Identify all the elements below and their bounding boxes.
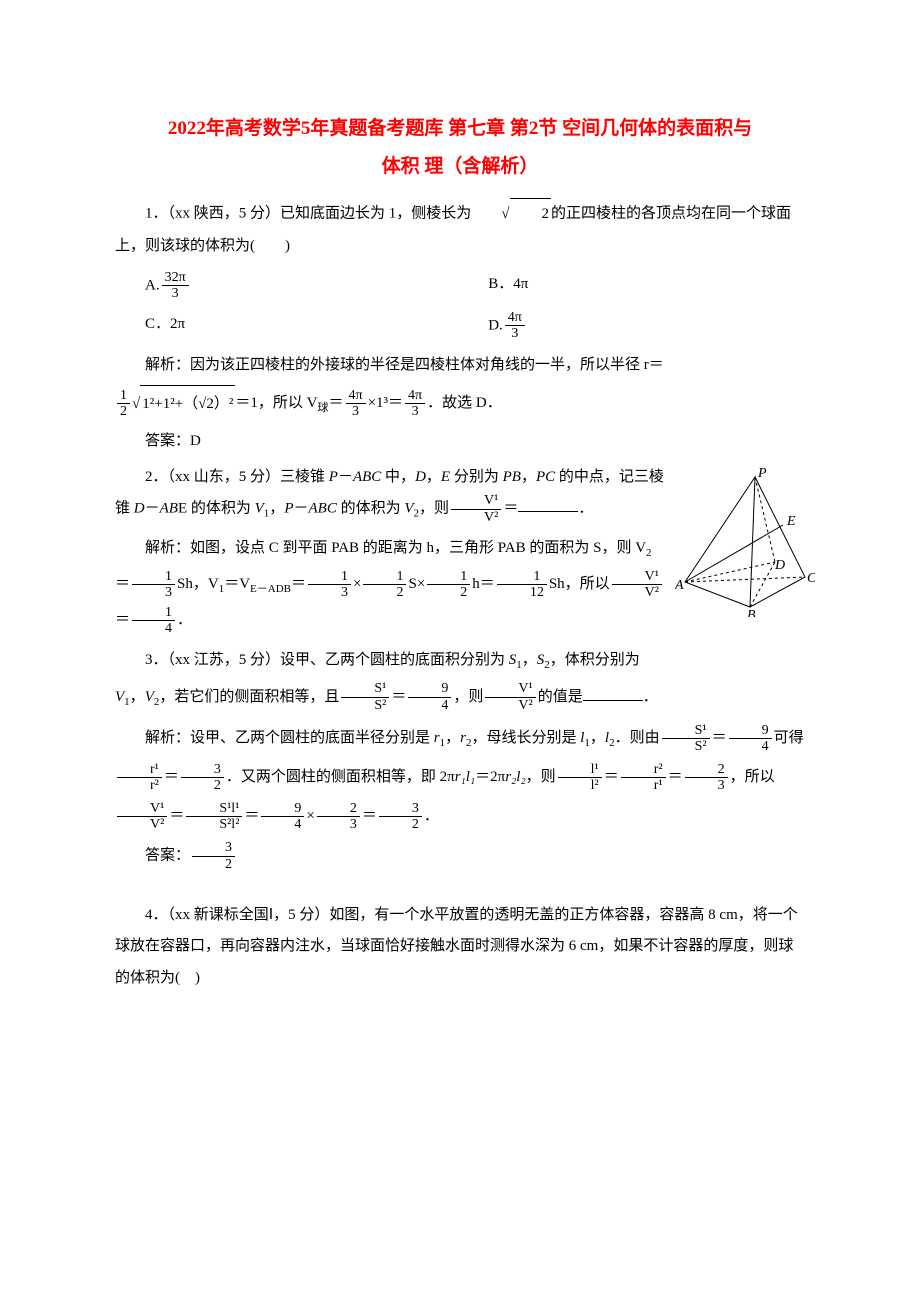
q1-eq3: ×1³＝ [368, 395, 403, 411]
title-line1: 2022年高考数学5年真题备考题库 第七章 第2节 空间几何体的表面积与 [168, 118, 752, 139]
q2-P: P [329, 469, 338, 485]
q1-sol-pre: 解析：因为该正四棱柱的外接球的半径是四棱柱体对角线的一半，所以半径 r＝ [145, 357, 664, 373]
q1-solution: 解析：因为该正四棱柱的外接球的半径是四棱柱体对角线的一半，所以半径 r＝ [115, 350, 805, 382]
q2-ABC: ABC [353, 469, 381, 485]
q3-ans-frac: 32 [192, 840, 235, 872]
q1-ans-text: 答案：D [145, 433, 201, 449]
q1-optB: B．4π [488, 270, 805, 302]
svg-text:E: E [786, 514, 796, 529]
q1-solution-line2: 121²+1²+（√2）²＝1，所以 V球＝4π3×1³＝4π3．故选 D． [115, 385, 805, 422]
q1-frac3: 4π3 [405, 388, 425, 420]
q3-solution: 解析：设甲、乙两个圆柱的底面半径分别是 r1，r2，母线长分别是 l1，l2．则… [115, 719, 805, 836]
q1-options-row2: C．2π D.4π3 [115, 310, 805, 342]
q3-answer: 答案：32 [115, 840, 805, 872]
svg-text:D: D [774, 558, 785, 573]
q1-optC: C．2π [145, 310, 488, 342]
svg-text:C: C [807, 571, 815, 586]
q1-optA: A.32π3 [145, 270, 488, 302]
q1-optA-label: A. [145, 277, 160, 293]
q2-q3-block: P A B C D E 2．（xx 山东，5 分）三棱锥 P－ABC 中，D，E… [115, 462, 805, 715]
svg-text:A: A [675, 578, 684, 593]
page: 2022年高考数学5年真题备考题库 第七章 第2节 空间几何体的表面积与 体积 … [0, 0, 920, 1058]
q1-stem: 1．（xx 陕西，5 分）已知底面边长为 1，侧棱长为2的正四棱柱的各顶点均在同… [115, 198, 805, 262]
q1-sol-end: ．故选 D． [427, 395, 502, 411]
q3-blank [583, 685, 643, 701]
q1-stem-pre: 1．（xx 陕西，5 分）已知底面边长为 1，侧棱长为 [145, 206, 471, 222]
q1-eq1: ＝1，所以 V [235, 395, 317, 411]
q4-stem: 4．（xx 新课标全国Ⅰ，5 分）如图，有一个水平放置的透明无盖的正方体容器，容… [115, 900, 805, 995]
spacer [115, 876, 805, 896]
q1-optA-frac: 32π3 [162, 270, 189, 302]
q3-stem: 3．（xx 江苏，5 分）设甲、乙两个圆柱的底面积分别为 S1，S2，体积分别为… [115, 642, 805, 715]
svg-text:B: B [747, 608, 756, 617]
doc-title: 2022年高考数学5年真题备考题库 第七章 第2节 空间几何体的表面积与 体积 … [115, 110, 805, 186]
svg-text:P: P [757, 467, 767, 481]
q2-s1: 2．（xx 山东，5 分）三棱锥 [145, 469, 329, 485]
q4-stem-text: 4．（xx 新课标全国Ⅰ，5 分）如图，有一个水平放置的透明无盖的正方体容器，容… [115, 907, 798, 986]
q1-optB-text: B．4π [488, 276, 528, 292]
q3-ans-label: 答案： [145, 847, 190, 863]
q1-answer: 答案：D [115, 426, 805, 458]
q1-optD: D.4π3 [488, 310, 805, 342]
tetrahedron-figure: P A B C D E [675, 467, 815, 617]
q1-frac2: 4π3 [346, 388, 366, 420]
q1-eq2: ＝ [328, 395, 343, 411]
q2-blank [518, 496, 578, 512]
sqrt-2: 2 [471, 198, 551, 231]
q1-ball-sub: 球 [317, 402, 328, 414]
q1-optD-frac: 4π3 [505, 310, 525, 342]
q1-options-row1: A.32π3 B．4π [115, 270, 805, 302]
title-line2: 体积 理（含解析） [382, 156, 539, 177]
q1-optD-label: D. [488, 317, 503, 333]
q1-frac-half: 12 [117, 388, 130, 420]
q1-optC-text: C．2π [145, 316, 185, 332]
q1-sqrt: 1²+1²+（√2）² [132, 385, 235, 422]
q2-ratio: V¹V² [451, 493, 501, 525]
